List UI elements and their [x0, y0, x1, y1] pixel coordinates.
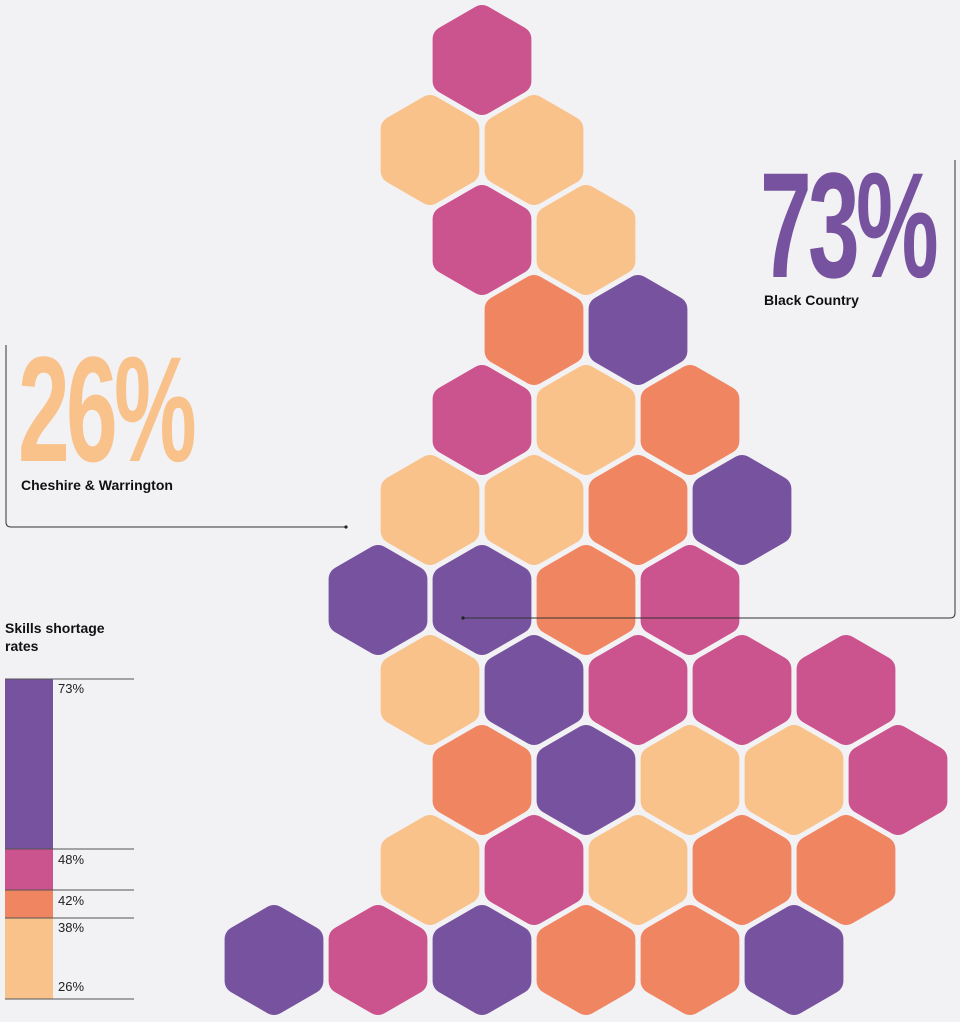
hex-region	[432, 365, 532, 475]
callout-value-black-country: 73%	[760, 141, 939, 309]
hex-region	[692, 455, 792, 565]
hex-region	[380, 455, 480, 565]
hex-region	[588, 635, 688, 745]
callout-value-cheshire: 26%	[18, 325, 197, 493]
legend-band	[5, 849, 53, 890]
hex-region	[328, 905, 428, 1015]
hex-region	[536, 185, 636, 295]
legend-title: Skills shortage rates	[5, 620, 105, 655]
hex-region	[484, 275, 584, 385]
hex-region	[432, 185, 532, 295]
hex-region	[692, 635, 792, 745]
hex-region	[484, 455, 584, 565]
leader-line-black-country	[463, 160, 956, 619]
hex-region	[588, 275, 688, 385]
hex-region	[588, 455, 688, 565]
hex-region	[796, 815, 896, 925]
hex-region	[536, 365, 636, 475]
hex-region	[432, 725, 532, 835]
hex-region	[744, 725, 844, 835]
hex-region	[380, 635, 480, 745]
hex-region	[224, 905, 324, 1015]
hex-region	[796, 635, 896, 745]
hex-region	[536, 905, 636, 1015]
hex-region	[432, 5, 532, 115]
legend-band	[5, 918, 53, 999]
hex-region	[432, 905, 532, 1015]
hex-region	[328, 545, 428, 655]
hex-region	[588, 815, 688, 925]
hex-region	[640, 545, 740, 655]
callout-name-black-country: Black Country	[764, 292, 859, 308]
hex-region	[536, 545, 636, 655]
legend-tick-label: 38%	[58, 920, 85, 935]
hex-grid	[224, 5, 948, 1015]
hex-region	[536, 725, 636, 835]
legend-tick-label: 42%	[58, 893, 85, 908]
hex-region	[848, 725, 948, 835]
hex-region	[432, 545, 532, 655]
hex-region	[484, 815, 584, 925]
leader-dot-cheshire	[344, 525, 348, 529]
hex-region	[380, 815, 480, 925]
leader-dot-black-country	[461, 616, 465, 620]
hex-region	[640, 905, 740, 1015]
legend-band	[5, 890, 53, 918]
hex-region	[640, 365, 740, 475]
legend-bars	[5, 678, 134, 1000]
hex-region	[744, 905, 844, 1015]
leader-line-cheshire	[5, 345, 346, 528]
hex-region	[380, 95, 480, 205]
hex-region	[484, 95, 584, 205]
callout-name-cheshire: Cheshire & Warrington	[21, 477, 173, 493]
hex-region	[640, 725, 740, 835]
hex-region	[692, 815, 792, 925]
legend-tick-label: 48%	[58, 852, 85, 867]
legend-tick-label: 26%	[58, 979, 85, 994]
legend-tick-label: 73%	[58, 681, 85, 696]
hex-region	[484, 635, 584, 745]
legend-band	[5, 679, 53, 849]
